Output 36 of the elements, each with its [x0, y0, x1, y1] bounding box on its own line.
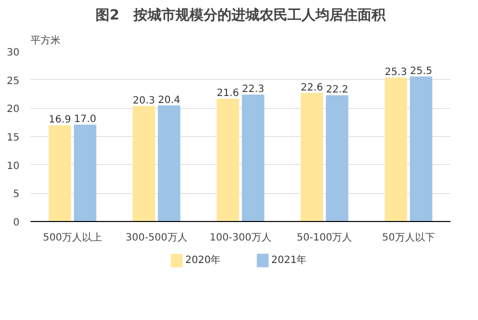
bar	[300, 92, 324, 222]
x-tick-label: 300-500万人	[126, 232, 188, 244]
x-tick-label: 100-300万人	[210, 232, 272, 244]
legend-label: 2020年	[185, 254, 221, 266]
y-tick-label: 0	[13, 218, 20, 228]
data-label: 21.6	[216, 88, 240, 100]
data-label: 25.5	[410, 66, 432, 77]
data-label: 20.3	[132, 95, 156, 106]
data-label: 25.3	[384, 67, 408, 78]
y-tick-label: 5	[13, 189, 20, 200]
data-label: 20.4	[158, 94, 180, 106]
bar	[48, 125, 72, 222]
bar	[216, 98, 240, 222]
bar	[384, 78, 408, 222]
y-tick-label: 15	[6, 132, 20, 144]
data-label: 16.9	[48, 114, 72, 126]
data-label: 17.0	[74, 114, 96, 126]
bar	[158, 105, 180, 222]
y-tick-label: 25	[6, 76, 20, 87]
legend-label: 2021年	[271, 254, 307, 266]
bar	[410, 76, 432, 222]
data-label: 22.6	[300, 82, 324, 94]
chart-title: 图2 按城市规模分的进城农民工人均居住面积	[96, 6, 386, 24]
data-label: 22.3	[242, 84, 264, 96]
y-tick-label: 10	[6, 160, 20, 172]
bar	[326, 95, 348, 222]
y-axis-title: 平方米	[30, 34, 60, 46]
y-tick-label: 30	[6, 48, 20, 58]
x-tick-label: 50万人以下	[382, 232, 435, 244]
x-tick-label: 500万人以上	[42, 232, 102, 244]
bar	[242, 94, 264, 222]
x-tick-label: 50-100万人	[296, 232, 352, 244]
y-tick-label: 20	[6, 104, 20, 116]
bar	[132, 106, 156, 222]
bar	[74, 124, 96, 222]
data-label: 22.2	[326, 84, 348, 96]
